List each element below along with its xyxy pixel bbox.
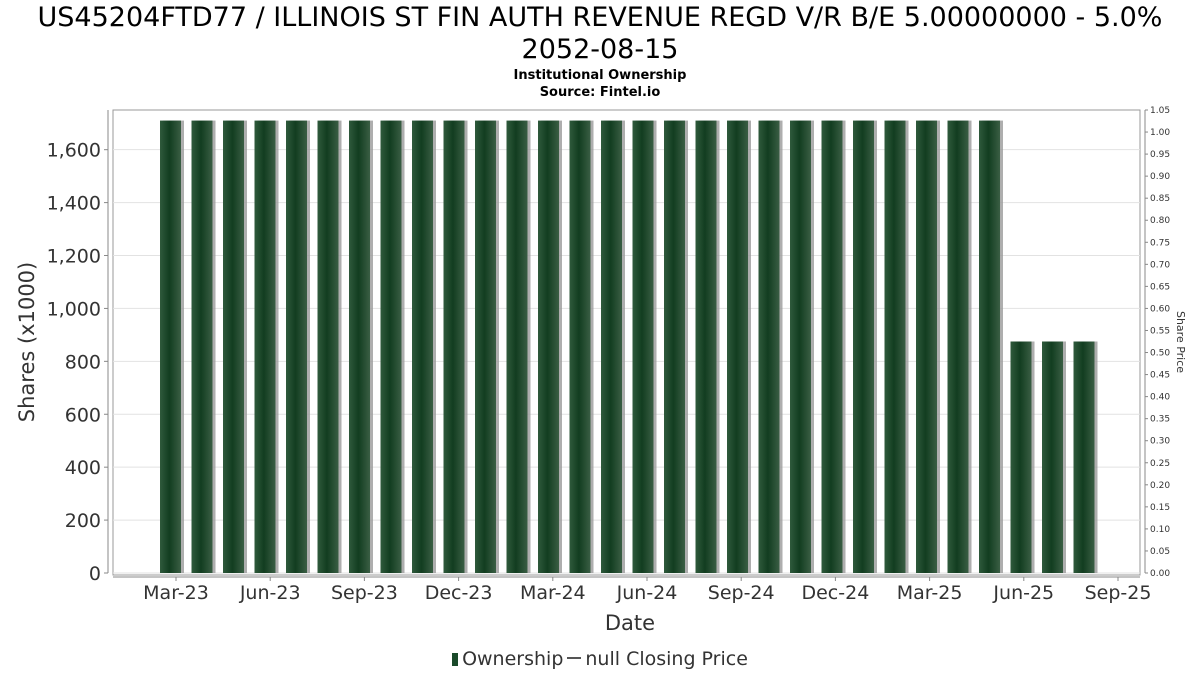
x-tick-label: Jun-23	[239, 582, 301, 604]
y2-tick-label: 0.35	[1150, 415, 1170, 425]
y2-tick-label: 0.10	[1150, 525, 1170, 535]
bar-ownership	[286, 120, 307, 573]
y2-tick-label: 0.25	[1150, 459, 1170, 469]
y-tick-label: 1,200	[47, 246, 101, 268]
bar-ownership	[1042, 341, 1063, 573]
bar-ownership	[443, 120, 465, 573]
bar-ownership	[475, 120, 496, 573]
x-tick-label: Dec-24	[801, 582, 869, 604]
bar-ownership	[821, 120, 843, 573]
bar-ownership	[1073, 341, 1095, 573]
bar-ownership	[979, 120, 1000, 573]
y2-tick-label: 0.90	[1150, 172, 1170, 182]
y2-tick-label: 0.05	[1150, 547, 1170, 557]
bar-ownership	[412, 120, 433, 573]
bar-ownership	[853, 120, 874, 573]
y-tick-label: 200	[65, 510, 101, 532]
y-tick-label: 800	[65, 351, 101, 373]
chart-subtitle: Institutional Ownership	[513, 68, 687, 83]
y2-tick-label: 0.95	[1150, 150, 1170, 160]
y2-tick-label: 0.65	[1150, 282, 1170, 292]
bar-ownership	[380, 120, 402, 573]
y2-tick-label: 0.00	[1150, 569, 1170, 579]
x-tick-label: Sep-24	[708, 582, 775, 604]
bar-ownership	[601, 120, 622, 573]
x-tick-label: Sep-25	[1085, 582, 1152, 604]
x-axis: Mar-23 Jun-23 Sep-23 Dec-23 Mar-24 Jun-24 Sep-…	[113, 576, 1152, 604]
y2-tick-label: 0.45	[1150, 371, 1170, 381]
chart-title: US45204FTD77 / ILLINOIS ST FIN AUTH REVE…	[37, 2, 1163, 33]
y-axis-label: Shares (x1000)	[15, 262, 39, 422]
y2-tick-label: 0.80	[1150, 216, 1170, 226]
bar-ownership	[160, 120, 181, 573]
y-tick-label: 0	[89, 563, 101, 585]
legend-line-closing-price	[567, 657, 582, 659]
bar-ownership	[947, 120, 969, 573]
bar-ownership	[317, 120, 339, 573]
bar-ownership	[569, 120, 591, 573]
bar-ownership	[790, 120, 811, 573]
bar-ownership	[223, 120, 244, 573]
legend: Ownership null Closing Price	[0, 648, 1200, 670]
y2-tick-label: 0.85	[1150, 194, 1170, 204]
x-tick-label: Sep-23	[331, 582, 398, 604]
bar-ownership	[916, 120, 937, 573]
x-axis-label: Date	[605, 611, 655, 635]
bar-ownership	[349, 120, 370, 573]
bar-ownership	[632, 120, 654, 573]
y2-tick-label: 0.30	[1150, 437, 1170, 447]
bar-ownership	[538, 120, 559, 573]
legend-item-ownership: Ownership	[462, 648, 564, 670]
chart-source: Source: Fintel.io	[539, 85, 661, 100]
y2-tick-label: 0.55	[1150, 326, 1170, 336]
bar-ownership	[727, 120, 748, 573]
y-tick-label: 1,600	[47, 140, 101, 162]
x-tick-label: Mar-23	[143, 582, 209, 604]
y2-axis-label: Share Price	[1174, 311, 1187, 373]
y2-tick-label: 0.40	[1150, 393, 1170, 403]
bar-series-ownership	[160, 120, 1098, 573]
legend-swatch-ownership	[452, 653, 459, 666]
x-tick-label: Mar-24	[520, 582, 586, 604]
y2-tick-label: 1.00	[1150, 128, 1170, 138]
x-tick-label: Jun-25	[992, 582, 1054, 604]
x-tick-label: Mar-25	[897, 582, 963, 604]
bar-ownership	[191, 120, 213, 573]
y-tick-label: 1,400	[47, 193, 101, 215]
y2-tick-label: 0.70	[1150, 260, 1170, 270]
bar-ownership	[1010, 341, 1032, 573]
y2-tick-label: 0.75	[1150, 238, 1170, 248]
chart-title-line2: 2052-08-15	[521, 34, 679, 65]
bar-ownership	[758, 120, 780, 573]
y-axis-right: 0.00 0.05 0.10 0.15 0.20 0.25 0.30 0.35 0.40 0.45…	[1144, 106, 1170, 579]
y-tick-label: 400	[65, 457, 101, 479]
y-tick-label: 600	[65, 404, 101, 426]
y-tick-label: 1,000	[47, 298, 101, 320]
y2-tick-label: 1.05	[1150, 106, 1170, 116]
bar-ownership	[695, 120, 717, 573]
bar-ownership	[884, 120, 906, 573]
y2-tick-label: 0.60	[1150, 304, 1170, 314]
y2-tick-label: 0.50	[1150, 349, 1170, 359]
y2-tick-label: 0.15	[1150, 503, 1170, 513]
bar-ownership	[254, 120, 276, 573]
x-tick-label: Jun-24	[616, 582, 678, 604]
legend-item-closing-price: null Closing Price	[585, 648, 748, 670]
bar-ownership	[506, 120, 528, 573]
y2-tick-label: 0.20	[1150, 481, 1170, 491]
x-tick-label: Dec-23	[425, 582, 493, 604]
y-axis-left: 0 200 400 600 800 1,000 1,200 1,400 1,600	[47, 110, 109, 585]
bar-ownership	[664, 120, 685, 573]
